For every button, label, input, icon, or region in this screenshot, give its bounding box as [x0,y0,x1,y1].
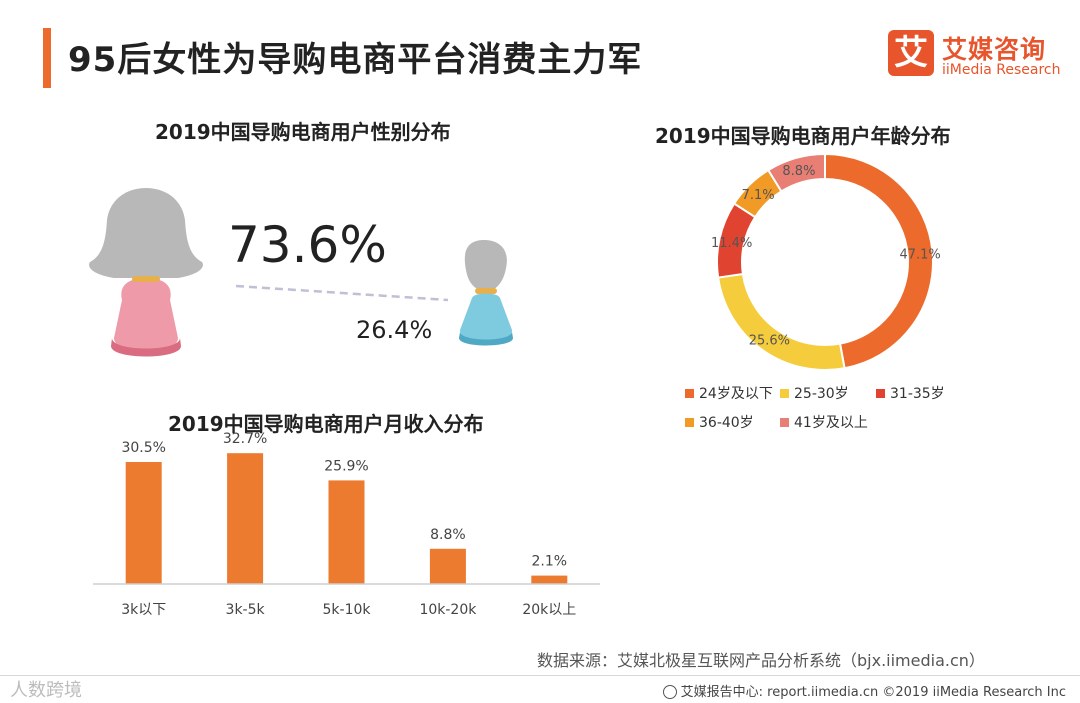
bar-category-label-0: 3k以下 [121,602,166,618]
legend-swatch-0 [685,389,694,398]
donut-slice-label-0: 47.1% [899,247,940,262]
bar-4 [531,575,568,584]
bar-category-label-2: 5k-10k [323,602,372,618]
gender-chart-title: 2019中国导购电商用户性别分布 [155,120,451,144]
report-center-icon [662,685,677,699]
legend-label-1: 25-30岁 [794,386,849,402]
bar-value-label-1: 32.7% [223,431,267,447]
legend-swatch-4 [780,418,789,427]
bar-1 [227,453,264,584]
watermark-text: 人数跨境 [10,680,82,701]
bar-category-label-3: 10k-20k [419,602,477,618]
legend-label-3: 36-40岁 [699,415,754,431]
donut-slice-label-1: 25.6% [749,334,790,349]
bar-0 [125,462,162,584]
legend-swatch-1 [780,389,789,398]
male-figure-icon [459,240,513,346]
bar-value-label-2: 25.9% [324,458,368,474]
female-percent-label: 73.6% [228,216,387,274]
logo-text-en: iiMedia Research [942,62,1061,78]
data-source-note: 数据来源：艾媒北极星互联网产品分析系统（bjx.iimedia.cn） [537,651,985,670]
logo-text-cn: 艾媒咨询 [942,35,1047,64]
page-title: 95后女性为导购电商平台消费主力军 [68,40,643,80]
donut-slice-4 [766,152,826,193]
legend-label-4: 41岁及以上 [794,415,868,431]
legend-label-0: 24岁及以下 [699,386,773,402]
legend-swatch-3 [685,418,694,427]
bar-3 [429,548,466,584]
age-chart-title: 2019中国导购电商用户年龄分布 [655,124,951,148]
bar-value-label-0: 30.5% [121,440,165,456]
iimedia-logo: 艾 艾媒咨询 iiMedia Research [888,30,1068,82]
gender-dashed-connector [235,284,449,302]
footer-text: 艾媒报告中心: report.iimedia.cn ©2019 iiMedia … [680,685,1066,700]
donut-slice-label-2: 11.4% [711,236,752,251]
bar-value-label-3: 8.8% [430,527,466,543]
bar-value-label-4: 2.1% [532,554,568,570]
income-chart-title: 2019中国导购电商用户月收入分布 [168,412,484,436]
footer-bar: 艾媒报告中心: report.iimedia.cn ©2019 iiMedia … [662,681,1066,700]
footer-divider [0,675,1080,676]
bar-category-label-1: 3k-5k [226,602,266,618]
male-percent-label: 26.4% [356,316,432,344]
legend-label-2: 31-35岁 [890,386,945,402]
donut-slice-label-3: 7.1% [742,188,775,203]
logo-mark-icon: 艾 [888,30,934,76]
bar-category-label-4: 20k以上 [522,602,576,618]
female-figure-icon [89,188,203,357]
title-accent-bar [43,28,51,88]
donut-slice-label-4: 8.8% [782,164,815,179]
legend-swatch-2 [876,389,885,398]
bar-2 [328,480,365,584]
